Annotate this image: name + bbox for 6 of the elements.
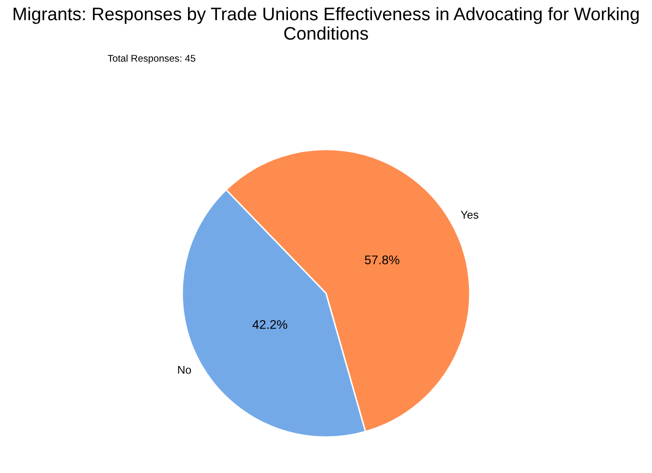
slice-label: Yes	[460, 210, 478, 219]
data-label: 42.2%	[252, 320, 288, 329]
slice-label: No	[178, 366, 191, 374]
text: Total Responses: 45	[108, 54, 196, 64]
data-label: 57.8%	[364, 255, 400, 264]
chart-title: Migrants: Responses by Trade Unions Effectiveness in Advocating for Working Conditions	[14, 7, 639, 40]
